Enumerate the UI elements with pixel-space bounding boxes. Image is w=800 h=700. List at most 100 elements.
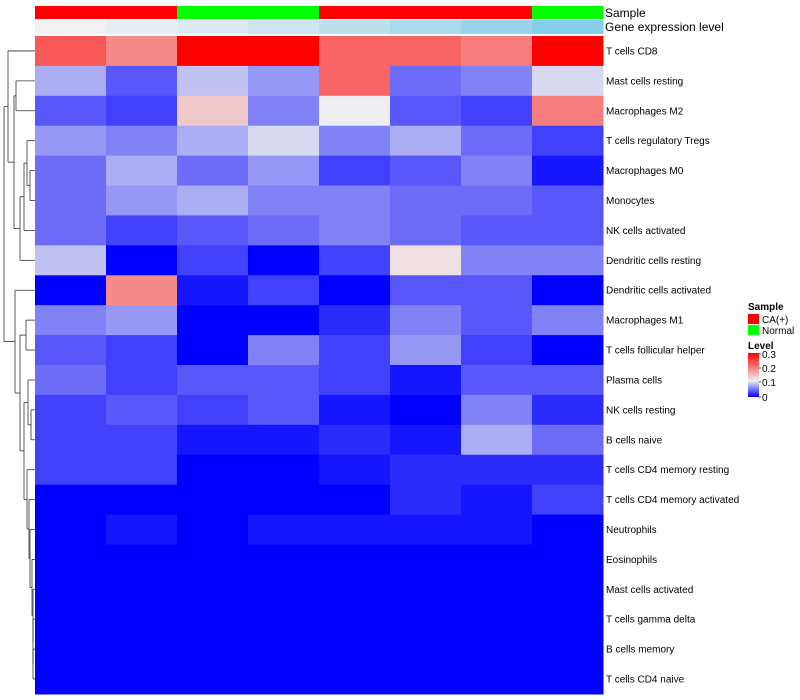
heatmap-cell <box>248 215 320 246</box>
heatmap-cell <box>248 305 320 336</box>
heatmap-cell <box>319 245 391 276</box>
heatmap-cell <box>177 664 249 695</box>
annotation-label-sample: Sample <box>605 6 646 20</box>
heatmap-cell <box>248 275 320 306</box>
heatmap-cell <box>248 514 320 545</box>
legend-sample-title: Sample <box>748 302 784 313</box>
heatmap-cell <box>35 484 107 516</box>
heatmap-cell <box>106 65 178 97</box>
row-labels: T cells CD8 Mast cells resting Macrophages… <box>606 46 739 685</box>
heatmap-cell <box>390 95 462 127</box>
heatmap-cell <box>390 634 462 665</box>
heatmap-cell <box>390 155 462 187</box>
heatmap-cell <box>106 604 178 635</box>
heatmap-cell <box>248 125 320 157</box>
expression-annotation-cell <box>319 20 391 34</box>
heatmap-cell <box>35 185 107 216</box>
heatmap-cell <box>248 604 320 635</box>
legend-swatch-ca <box>748 314 759 324</box>
heatmap-cell <box>106 664 178 695</box>
heatmap-cell <box>319 664 391 695</box>
heatmap-cell <box>177 155 249 187</box>
heatmap-cell <box>35 215 107 246</box>
heatmap-cell <box>106 424 178 456</box>
expression-annotation-cell <box>390 20 462 34</box>
row-label: Neutrophils <box>606 525 657 536</box>
heatmap-cell <box>248 65 320 97</box>
heatmap-cell <box>106 365 178 396</box>
heatmap-cell <box>390 365 462 396</box>
heatmap-cell <box>390 604 462 635</box>
heatmap-cell <box>35 275 107 306</box>
heatmap-cell <box>319 275 391 306</box>
sample-annotation-cell <box>35 6 107 19</box>
heatmap-cell <box>248 335 320 366</box>
heatmap-cell <box>319 185 391 216</box>
heatmap-cell <box>177 275 249 306</box>
heatmap-cell <box>248 664 320 695</box>
heatmap-cell <box>106 335 178 366</box>
heatmap-cell <box>106 185 178 216</box>
heatmap-cell <box>248 365 320 396</box>
row-label: Macrophages M0 <box>606 166 684 177</box>
heatmap-cell <box>177 574 249 605</box>
heatmap-cell <box>177 484 249 516</box>
heatmap-cell <box>177 95 249 127</box>
heatmap-cell <box>319 634 391 665</box>
sample-annotation-cell <box>177 6 249 19</box>
legend-level-colorbar <box>748 353 759 397</box>
heatmap-cell <box>35 514 107 545</box>
heatmap-cell <box>461 215 533 246</box>
row-label: Mast cells resting <box>606 76 683 87</box>
heatmap-cell <box>106 544 178 575</box>
heatmap-cell <box>319 36 391 67</box>
legend-label-ca: CA(+) <box>762 315 788 326</box>
heatmap-cell <box>532 454 604 486</box>
heatmap-cell <box>35 335 107 366</box>
heatmap-cell <box>461 514 533 545</box>
heatmap-cell <box>390 664 462 695</box>
heatmap-cell <box>248 634 320 665</box>
heatmap-cell <box>461 305 533 336</box>
annotation-label-expression: Gene expression level <box>605 20 724 34</box>
heatmap-cell <box>390 574 462 605</box>
heatmap-cell <box>532 125 604 157</box>
row-label: T cells CD4 memory activated <box>606 495 739 506</box>
annotation-labels: Sample Gene expression level <box>605 6 724 34</box>
row-label: Dendritic cells activated <box>606 286 711 297</box>
heatmap-cell <box>461 454 533 486</box>
row-label: T cells follicular helper <box>606 346 705 357</box>
heatmap-cell <box>35 544 107 575</box>
heatmap-cell <box>35 394 107 426</box>
heatmap-cell <box>390 305 462 336</box>
row-label: T cells CD4 memory resting <box>606 465 729 476</box>
heatmap-cell <box>532 664 604 695</box>
heatmap-cell <box>532 394 604 426</box>
sample-annotation-cell <box>461 6 533 19</box>
heatmap-cell <box>532 574 604 605</box>
heatmap-cell <box>461 275 533 306</box>
heatmap-cell <box>248 36 320 67</box>
heatmap-cell <box>35 65 107 97</box>
row-label: T cells CD4 naive <box>606 675 685 686</box>
heatmap-cell <box>390 335 462 366</box>
heatmap-cell <box>106 394 178 426</box>
heatmap-cell <box>177 335 249 366</box>
heatmap-cell <box>390 394 462 426</box>
heatmap-cell <box>390 514 462 545</box>
heatmap-cell <box>106 634 178 665</box>
heatmap-cell <box>461 155 533 187</box>
heatmap-cell <box>35 36 107 67</box>
heatmap-cell <box>248 394 320 426</box>
heatmap-cell <box>390 215 462 246</box>
row-label: T cells regulatory Tregs <box>606 136 710 147</box>
heatmap-cell <box>35 454 107 486</box>
heatmap-cell <box>532 36 604 67</box>
heatmap-cell <box>532 215 604 246</box>
sample-annotation-cell <box>532 6 604 19</box>
heatmap-cell <box>319 424 391 456</box>
heatmap-cell <box>461 394 533 426</box>
expression-annotation-cell <box>461 20 533 34</box>
heatmap-cell <box>319 604 391 635</box>
